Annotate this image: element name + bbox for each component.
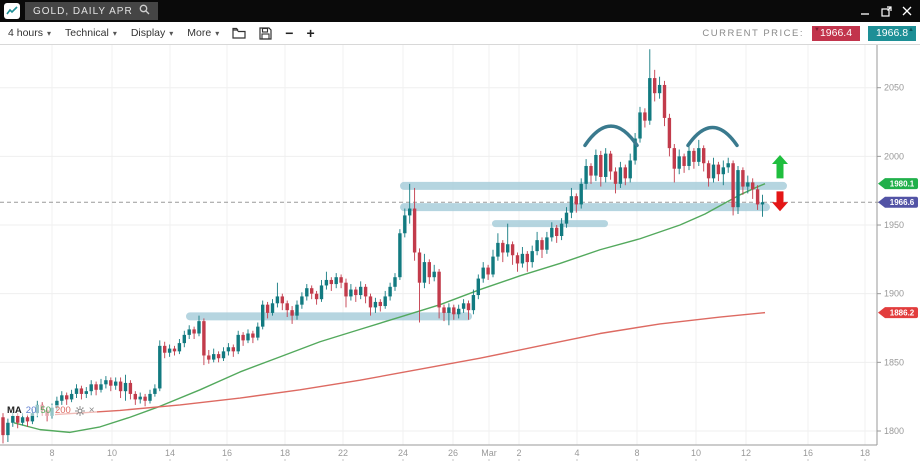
ask-value: 1966.8 xyxy=(875,27,909,39)
svg-text:16: 16 xyxy=(803,448,813,458)
minimize-button[interactable] xyxy=(859,5,871,17)
up-tick-icon: ▲ xyxy=(908,26,914,33)
svg-text:1966.6: 1966.6 xyxy=(890,198,915,207)
svg-text:18: 18 xyxy=(860,448,870,458)
svg-text:12: 12 xyxy=(741,448,751,458)
more-dropdown[interactable]: More ▾ xyxy=(187,27,219,39)
chevron-down-icon: ▾ xyxy=(169,28,174,38)
open-folder-button[interactable] xyxy=(232,27,246,39)
instrument-title: GOLD, DAILY APR xyxy=(33,5,133,17)
zoom-out-button[interactable]: − xyxy=(285,25,294,41)
more-label: More xyxy=(187,27,212,39)
svg-text:14: 14 xyxy=(165,448,175,458)
up-arrow-icon xyxy=(772,154,788,179)
instrument-selector[interactable]: GOLD, DAILY APR xyxy=(25,2,158,20)
svg-text:26: 26 xyxy=(448,448,458,458)
svg-text:1950: 1950 xyxy=(884,220,904,230)
technical-dropdown[interactable]: Technical ▾ xyxy=(65,27,117,39)
current-price-cluster: CURRENT PRICE: ▼ 1966.4 1966.8 ▲ xyxy=(702,25,920,41)
candles xyxy=(1,49,765,444)
svg-text:2: 2 xyxy=(516,448,521,458)
down-tick-icon: ▼ xyxy=(814,26,820,33)
svg-text:16: 16 xyxy=(222,448,232,458)
timeframe-label: 4 hours xyxy=(8,27,44,39)
ma-line-MA200 xyxy=(54,311,766,416)
svg-text:24: 24 xyxy=(398,448,408,458)
chevron-down-icon: ▾ xyxy=(112,28,117,38)
pattern-arc-2 xyxy=(686,125,739,148)
gridlines xyxy=(0,45,877,445)
svg-text:8: 8 xyxy=(634,448,639,458)
window-titlebar: GOLD, DAILY APR xyxy=(0,0,920,22)
technical-label: Technical xyxy=(65,27,109,39)
svg-text:22: 22 xyxy=(338,448,348,458)
ask-price-badge: 1966.8 ▲ xyxy=(868,25,916,41)
popout-button[interactable] xyxy=(880,5,892,17)
svg-text:8: 8 xyxy=(49,448,54,458)
svg-text:1800: 1800 xyxy=(884,426,904,436)
display-label: Display xyxy=(130,27,166,39)
svg-text:2050: 2050 xyxy=(884,83,904,93)
ma-legend: MA 20 50 200 × xyxy=(5,405,97,416)
current-price-label: CURRENT PRICE: xyxy=(702,27,804,39)
svg-text:10: 10 xyxy=(691,448,701,458)
gear-icon[interactable] xyxy=(74,405,85,416)
search-icon[interactable] xyxy=(139,4,150,18)
svg-text:1900: 1900 xyxy=(884,289,904,299)
ma-period-50: 50 xyxy=(40,405,51,416)
y-axis-labels: 2050 2000 1950 1900 1850 1800 xyxy=(877,83,904,436)
bid-price-badge: ▼ 1966.4 xyxy=(812,25,860,41)
svg-text:10: 10 xyxy=(107,448,117,458)
chart-area: 2050 2000 1950 1900 1850 1800 8 10 14 16 18 22 24 26 M… xyxy=(0,45,920,462)
ma-label: MA xyxy=(7,405,22,416)
display-dropdown[interactable]: Display ▾ xyxy=(131,27,173,39)
svg-text:Mar: Mar xyxy=(481,448,497,458)
ma-period-200: 200 xyxy=(54,405,71,416)
svg-text:1850: 1850 xyxy=(884,357,904,367)
axis-price-badges: 1980.1 1966.6 1886.2 xyxy=(878,178,918,319)
svg-text:2000: 2000 xyxy=(884,151,904,161)
chevron-down-icon: ▾ xyxy=(47,28,52,38)
bid-value: 1966.4 xyxy=(819,27,853,39)
svg-text:4: 4 xyxy=(574,448,579,458)
zoom-in-button[interactable]: + xyxy=(306,25,315,41)
chevron-down-icon: ▾ xyxy=(215,28,220,38)
svg-text:1886.2: 1886.2 xyxy=(890,309,915,318)
timeframe-dropdown[interactable]: 4 hours ▾ xyxy=(8,27,51,39)
ma-line-MA50 xyxy=(13,183,766,434)
chart-toolbar: 4 hours ▾ Technical ▾ Display ▾ More ▾ −… xyxy=(0,22,920,45)
support-resistance-zones xyxy=(186,181,787,321)
svg-text:18: 18 xyxy=(280,448,290,458)
remove-indicator-icon[interactable]: × xyxy=(88,405,95,416)
svg-text:1980.1: 1980.1 xyxy=(890,180,915,189)
x-axis-labels: 8 10 14 16 18 22 24 26 Mar 2 4 8 10 12 16 18 xyxy=(49,448,870,461)
down-arrow-icon xyxy=(772,191,788,212)
save-button[interactable] xyxy=(259,26,272,40)
ma-period-20: 20 xyxy=(25,405,37,416)
close-icon[interactable] xyxy=(901,5,913,17)
app-logo-icon xyxy=(4,3,20,19)
pattern-arc-1 xyxy=(583,124,639,148)
